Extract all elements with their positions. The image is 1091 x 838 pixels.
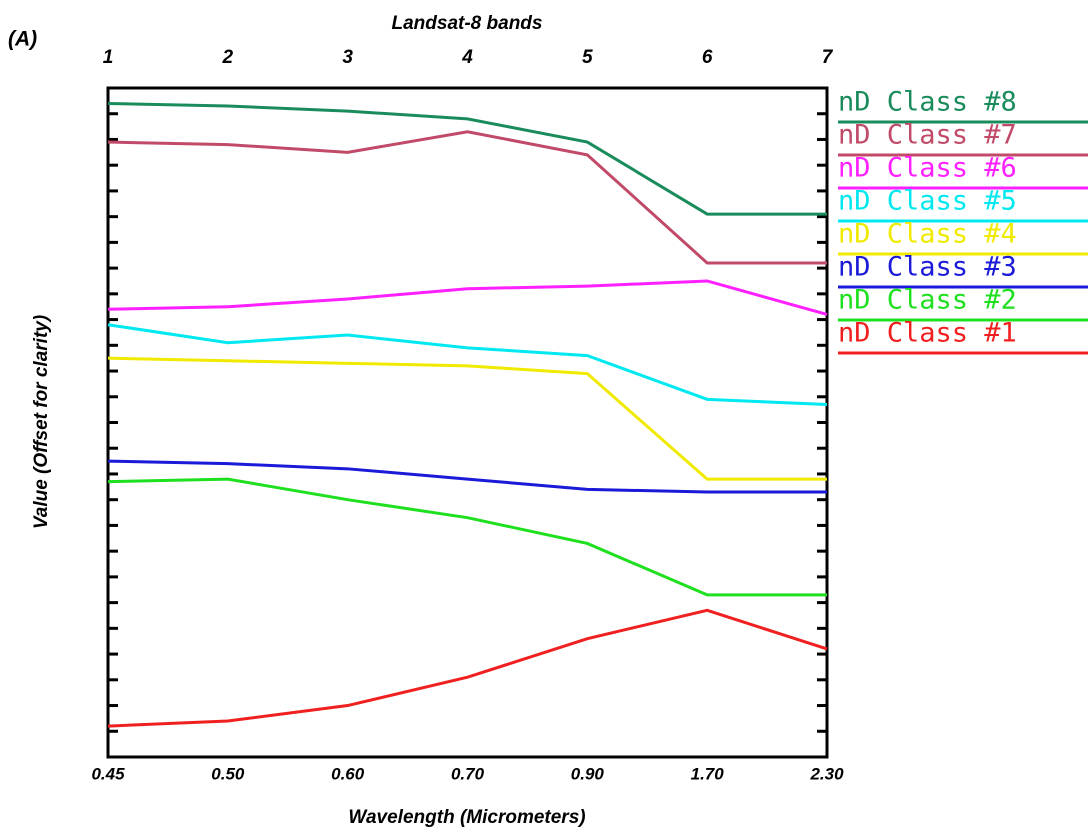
legend-label: nD Class #6 — [838, 153, 1017, 184]
series-line — [107, 323, 828, 406]
series-line — [107, 130, 827, 265]
series-line — [107, 101, 827, 216]
top-tick-label: 3 — [342, 47, 353, 68]
x-tick-label: 0.50 — [211, 764, 245, 783]
y-axis-label: Value (Offset for clarity) — [31, 315, 52, 529]
legend-label: nD Class #3 — [838, 252, 1017, 283]
top-tick-label: 6 — [702, 47, 713, 68]
x-tick-label: 2.30 — [809, 764, 844, 783]
top-tick-label: 2 — [222, 47, 234, 68]
top-tick-label: 1 — [103, 47, 114, 68]
series-line — [107, 477, 827, 597]
x-tick-label: 0.70 — [451, 764, 485, 783]
top-tick-label: 7 — [822, 47, 834, 68]
plot-frame — [106, 86, 829, 759]
x-axis-label: Wavelength (Micrometers) — [348, 807, 585, 828]
series-line — [107, 608, 828, 728]
legend-label: nD Class #5 — [838, 186, 1017, 217]
panel-label: (A) — [8, 28, 37, 51]
legend-label: nD Class #2 — [838, 285, 1017, 316]
legend-label: nD Class #4 — [838, 219, 1017, 250]
x-tick-label: 0.45 — [91, 764, 125, 783]
series-line — [107, 356, 827, 481]
top-tick-label: 4 — [461, 47, 473, 68]
legend-label: nD Class #1 — [838, 318, 1017, 349]
x-tick-label: 0.60 — [331, 764, 365, 783]
legend-label: nD Class #7 — [838, 120, 1017, 151]
top-axis-label: Landsat-8 bands — [392, 13, 543, 34]
series-line — [107, 459, 827, 494]
x-tick-label: 0.90 — [571, 764, 605, 783]
top-tick-label: 5 — [582, 47, 593, 68]
series-line — [107, 279, 828, 316]
x-tick-label: 1.70 — [691, 764, 725, 783]
legend-label: nD Class #8 — [838, 87, 1017, 118]
